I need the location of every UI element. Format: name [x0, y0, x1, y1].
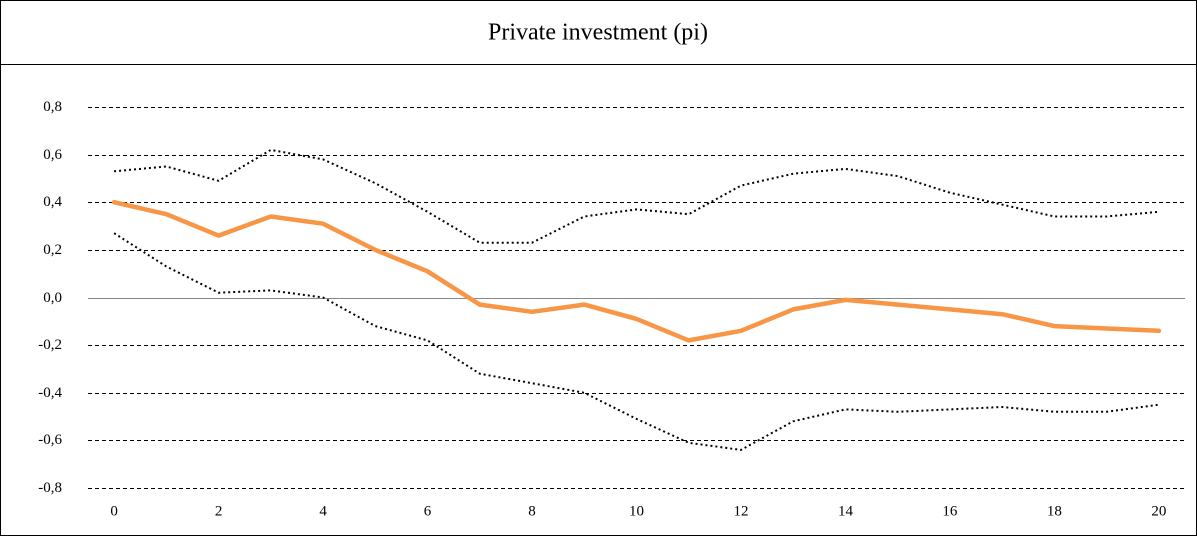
y-tick-label: 0,8 [43, 99, 62, 115]
x-tick-label: 6 [424, 503, 432, 519]
x-tick-label: 16 [942, 503, 958, 519]
x-tick-label: 20 [1151, 503, 1166, 519]
y-tick-label: 0,2 [43, 242, 62, 258]
band-line [113, 232, 1160, 451]
x-tick-label: 10 [629, 503, 644, 519]
y-tick-label: 0,6 [43, 147, 62, 163]
y-tick-label: -0,4 [38, 385, 62, 401]
chart-title: Private investment (pi) [488, 20, 708, 46]
y-tick-label: 0,0 [43, 290, 62, 306]
x-tick-label: 8 [528, 503, 536, 519]
x-tick-label: 14 [838, 503, 854, 519]
x-tick-label: 18 [1047, 503, 1062, 519]
band-line [114, 148, 1159, 244]
x-tick-label: 2 [215, 503, 223, 519]
x-tick-label: 12 [733, 503, 748, 519]
response-line [111, 199, 1162, 343]
y-tick-label: -0,6 [38, 432, 62, 448]
x-tick-label: 0 [110, 503, 118, 519]
x-tick-label: 4 [319, 503, 327, 519]
y-tick-label: -0,8 [38, 480, 62, 496]
y-tick-label: -0,2 [38, 337, 62, 353]
y-tick-label: 0,4 [43, 194, 62, 210]
